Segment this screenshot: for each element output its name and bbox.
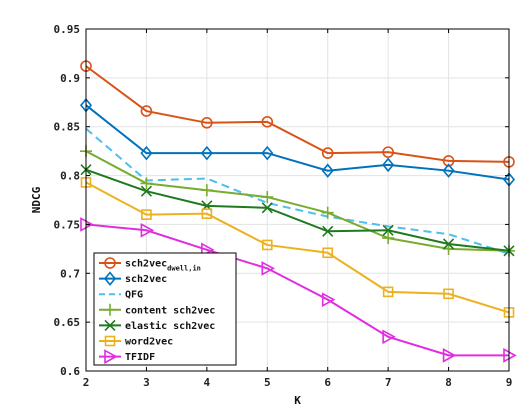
marker-diamond xyxy=(382,157,395,173)
legend-entry: TFIDF xyxy=(99,349,155,364)
marker-plus xyxy=(104,303,116,316)
legend-label: TFIDF xyxy=(125,352,155,363)
plot-frame xyxy=(85,28,510,372)
marker-diamond xyxy=(200,145,213,161)
series-1 xyxy=(79,97,516,187)
marker-triangle xyxy=(321,292,336,308)
marker-square xyxy=(104,335,116,347)
marker-x xyxy=(382,224,394,236)
marker-circle xyxy=(104,257,116,269)
x-tick-label: 2 xyxy=(83,376,90,389)
marker-square xyxy=(443,288,454,300)
series-line xyxy=(85,65,510,163)
marker-plus xyxy=(261,191,274,204)
marker-triangle xyxy=(140,222,155,238)
marker-circle xyxy=(201,117,213,129)
marker-x xyxy=(443,238,455,250)
marker-square xyxy=(141,209,152,220)
series-2 xyxy=(85,127,510,255)
marker-square xyxy=(261,239,273,251)
legend-entry: word2vec xyxy=(99,335,173,348)
marker-plus xyxy=(140,177,153,190)
series-line xyxy=(85,150,510,252)
y-tick-label: 0.75 xyxy=(54,218,81,231)
marker-circle xyxy=(261,116,274,128)
x-tick-label: 9 xyxy=(506,376,513,389)
legend-label: QFG xyxy=(125,290,143,301)
y-tick-label: 0.9 xyxy=(60,72,80,85)
y-tick-label: 0.7 xyxy=(60,267,80,280)
legend-entry: content sch2vec xyxy=(99,303,215,316)
marker-diamond xyxy=(442,163,455,178)
series-line xyxy=(85,127,510,255)
series-line xyxy=(85,104,510,181)
marker-triangle xyxy=(382,329,396,345)
marker-plus xyxy=(382,232,395,245)
marker-circle xyxy=(140,105,153,117)
x-tick-label: 4 xyxy=(204,376,211,389)
marker-plus xyxy=(321,206,334,219)
marker-square xyxy=(382,286,394,298)
x-tick-label: 6 xyxy=(324,376,331,389)
marker-plus xyxy=(200,184,213,197)
marker-circle xyxy=(382,146,394,158)
marker-x xyxy=(261,202,273,214)
marker-x xyxy=(140,185,152,197)
x-axis-label: K xyxy=(294,394,301,407)
y-tick-label: 0.65 xyxy=(54,316,81,329)
series-line xyxy=(85,223,509,357)
legend-label: elastic sch2vec xyxy=(125,320,215,332)
y-tick-label: 0.85 xyxy=(54,121,81,134)
legend-entry: sch2vec xyxy=(99,271,167,286)
y-tick-label: 0.95 xyxy=(54,23,81,36)
marker-x xyxy=(104,319,116,331)
marker-triangle xyxy=(104,349,118,364)
y-tick-label: 0.8 xyxy=(60,170,80,183)
legend-label: content sch2vec xyxy=(125,305,215,316)
marker-diamond xyxy=(103,271,117,286)
marker-triangle xyxy=(261,261,275,276)
marker-diamond xyxy=(140,145,153,161)
axis-ticks: 2 3 4 5 6 7 8 9 0.6 0.65 0.7 0.75 0.8 0.85 0.9 0.95 xyxy=(54,23,513,389)
legend-label-subscript: dwell,in xyxy=(167,265,201,273)
legend-label: sch2vec xyxy=(125,274,167,285)
y-axis-label: NDCG xyxy=(30,186,43,213)
x-tick-label: 3 xyxy=(143,376,150,389)
marker-square xyxy=(322,247,334,259)
marker-square xyxy=(201,208,213,219)
series-lines xyxy=(79,60,517,363)
legend-label: word2vec xyxy=(125,337,173,348)
marker-x xyxy=(322,225,334,237)
legend-entry: elastic sch2vec xyxy=(99,319,215,332)
x-tick-label: 7 xyxy=(385,376,392,389)
marker-circle xyxy=(321,147,334,159)
marker-diamond xyxy=(261,145,274,161)
marker-diamond xyxy=(321,163,334,178)
marker-triangle xyxy=(442,348,457,363)
legend-entry: QFG xyxy=(99,290,143,301)
x-tick-label: 8 xyxy=(445,376,452,389)
x-tick-label: 5 xyxy=(264,376,271,389)
y-tick-label: 0.6 xyxy=(60,365,80,378)
series-line xyxy=(85,168,510,252)
series-line xyxy=(85,181,510,314)
